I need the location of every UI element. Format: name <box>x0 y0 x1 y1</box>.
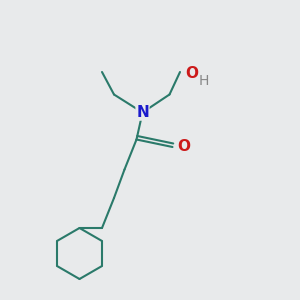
Text: O: O <box>177 139 190 154</box>
Text: H: H <box>199 74 209 88</box>
Text: O: O <box>185 66 199 81</box>
Text: N: N <box>136 105 149 120</box>
